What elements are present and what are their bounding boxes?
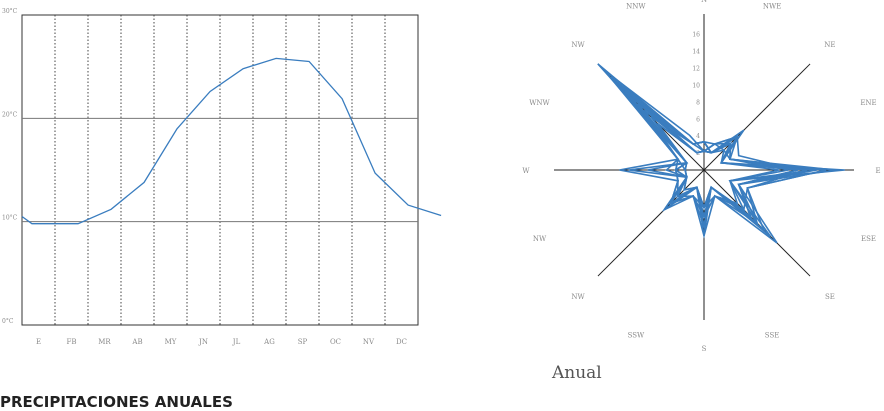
direction-axis <box>597 169 705 277</box>
wind-series-polygon <box>623 89 827 219</box>
month-label: FB <box>66 338 76 346</box>
temperature-line-chart: 0°C 10°C 20°C 30°C E FB MR AB MY JN JL AG SP OC NV DC <box>2 8 442 346</box>
y-tick-label: 20°C <box>2 111 18 118</box>
radial-tick-label: 4 <box>696 133 700 140</box>
wind-series-polygon <box>636 102 798 219</box>
direction-label: NWE <box>763 3 781 11</box>
radial-tick-label: 12 <box>692 66 700 73</box>
direction-label: NW <box>571 293 585 301</box>
month-label: NV <box>363 338 375 346</box>
radial-tick-label: 16 <box>692 32 700 39</box>
direction-label: NW <box>533 235 547 243</box>
stage: 0°C 10°C 20°C 30°C E FB MR AB MY JN JL AG SP OC NV DC 2… <box>2 0 881 353</box>
month-label: OC <box>330 338 341 346</box>
y-tick-label: 10°C <box>2 215 18 222</box>
radial-tick-label: 10 <box>692 82 700 89</box>
wind-radar-chart: 2 4 6 8 10 12 14 16 N NWE NE ENE E ESE SE SSE S SSW NW NW W W… <box>522 0 880 353</box>
month-label: JN <box>198 338 208 346</box>
section-heading: PRECIPITACIONES ANUALES <box>0 393 233 411</box>
direction-label: NE <box>824 41 835 49</box>
direction-label: SSE <box>765 332 780 340</box>
month-label: DC <box>396 338 407 346</box>
direction-label: NNW <box>626 3 646 11</box>
direction-label: ESE <box>861 235 876 243</box>
direction-label: N <box>701 0 707 4</box>
direction-label: E <box>875 167 880 175</box>
direction-label: ENE <box>860 99 876 107</box>
radial-tick-label: 14 <box>692 49 700 56</box>
month-label: AG <box>263 338 275 346</box>
wind-series-polygon <box>610 76 808 224</box>
direction-label: W <box>522 167 530 175</box>
radial-tick-label: 6 <box>696 116 700 123</box>
direction-label: NW <box>571 41 585 49</box>
direction-label: WNW <box>529 99 550 107</box>
month-label: AB <box>131 338 142 346</box>
direction-label: SSW <box>628 332 645 340</box>
month-label: SP <box>298 338 308 346</box>
month-label: MY <box>165 338 177 346</box>
radial-tick-label: 2 <box>696 150 700 157</box>
month-label: MR <box>98 338 111 346</box>
y-tick-label: 30°C <box>2 8 18 15</box>
y-tick-label: 0°C <box>2 318 14 325</box>
direction-label: S <box>702 345 707 353</box>
radar-caption: Anual <box>552 363 602 383</box>
wind-series-polygon <box>603 69 836 244</box>
direction-label: SE <box>825 293 835 301</box>
direction-axis <box>703 63 811 171</box>
month-label: JL <box>232 338 241 346</box>
temperature-series-line <box>21 57 442 225</box>
month-label: E <box>36 338 41 346</box>
radial-tick-label: 8 <box>696 99 700 106</box>
